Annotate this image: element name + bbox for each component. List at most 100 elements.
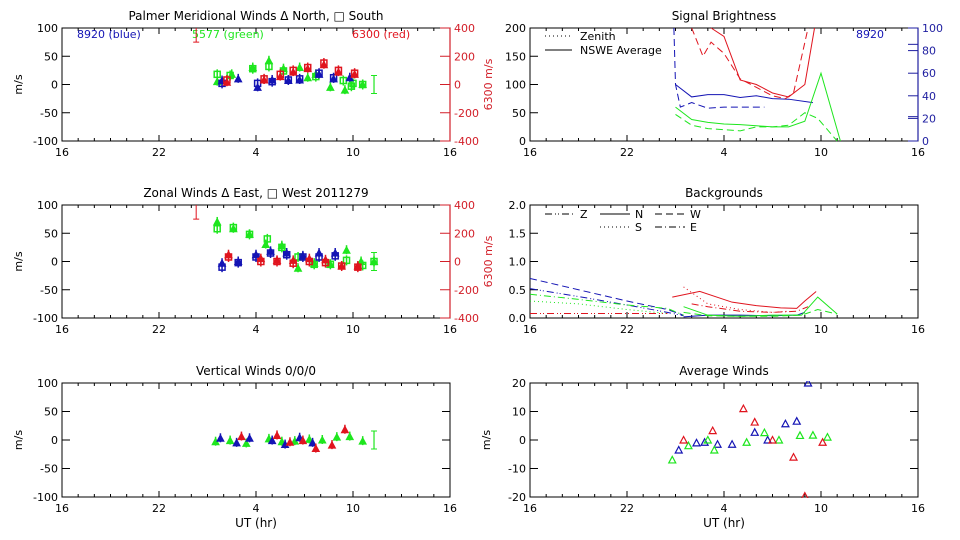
series-line xyxy=(710,27,816,98)
x-tick-label: 10 xyxy=(814,323,828,336)
panel-zonal: Zonal Winds Δ East, □ West 2011279 16 22 4 1… xyxy=(12,186,495,336)
y-tick-label: 200 xyxy=(505,22,526,35)
y-tick-label: 50 xyxy=(44,406,58,419)
x-tick-label: 16 xyxy=(443,323,457,336)
series-line xyxy=(683,309,838,317)
plot-area xyxy=(667,381,832,498)
y2-tick-label: 200 xyxy=(454,50,475,63)
panel-vertical: Vertical Winds 0/0/0 16 22 4 10 16 100 50 0 -50 -1… xyxy=(12,364,457,530)
plot-frame xyxy=(61,27,451,142)
y-tick-label: 100 xyxy=(505,79,526,92)
y-tick-label: -10 xyxy=(508,463,526,476)
y-tick-label: 100 xyxy=(37,377,58,390)
legend-label: Zenith xyxy=(580,30,616,43)
y-tick-label: 0.0 xyxy=(509,312,527,325)
x-tick-label: 10 xyxy=(814,502,828,515)
data-point xyxy=(801,491,809,498)
y-tick-label: 20 xyxy=(512,377,526,390)
data-point xyxy=(679,435,689,444)
plot-frame xyxy=(529,382,919,498)
series-line xyxy=(530,277,684,316)
chart-title: Backgrounds xyxy=(685,186,763,200)
y2-tick-label: 0 xyxy=(922,135,929,148)
plot-frame xyxy=(61,382,451,498)
y2-tick-label: 60 xyxy=(922,67,936,80)
plot-area xyxy=(211,424,378,453)
y-tick-label: 100 xyxy=(37,199,58,212)
plot-area xyxy=(530,277,838,318)
y-tick-label: 10 xyxy=(512,406,526,419)
data-point xyxy=(713,439,723,448)
chart-title: Signal Brightness xyxy=(672,9,777,23)
data-point xyxy=(822,432,832,441)
y2-tick-label: -400 xyxy=(454,312,479,325)
chart-title: Average Winds xyxy=(679,364,769,378)
y2-tick-label: 400 xyxy=(454,22,475,35)
annotation-label: 8920 xyxy=(856,28,884,41)
legend-label: NSWE Average xyxy=(580,44,662,57)
series-line xyxy=(530,300,668,314)
data-point xyxy=(683,440,693,450)
data-point xyxy=(763,435,773,444)
data-point xyxy=(674,445,684,454)
x-tick-label: 16 xyxy=(911,146,925,159)
y2-tick-label: -200 xyxy=(454,107,479,120)
plot-area xyxy=(212,55,378,95)
y-axis-label: m/s xyxy=(12,251,25,271)
data-point xyxy=(692,438,702,447)
series-line xyxy=(672,290,817,309)
x-tick-label: 16 xyxy=(55,146,69,159)
y2-tick-label: 0 xyxy=(454,79,461,92)
series-line xyxy=(691,27,809,100)
data-point xyxy=(792,416,802,425)
x-tick-label: 4 xyxy=(253,146,260,159)
data-point xyxy=(774,435,784,444)
y-axis-label: m/s xyxy=(12,430,25,450)
y2-axis-label: 6300 m/s xyxy=(482,58,495,110)
y-tick-label: 0.5 xyxy=(509,284,527,297)
x-tick-label: 16 xyxy=(523,323,537,336)
x-tick-label: 4 xyxy=(253,502,260,515)
x-tick-label: 22 xyxy=(152,323,166,336)
chart-title: Vertical Winds 0/0/0 xyxy=(196,364,316,378)
annotation-label: 8920 (blue) xyxy=(77,28,141,41)
y-tick-label: 0 xyxy=(519,434,526,447)
plot-area xyxy=(673,27,841,142)
x-tick-label: 16 xyxy=(443,502,457,515)
data-point xyxy=(703,435,713,444)
x-tick-label: 22 xyxy=(620,323,634,336)
x-tick-label: 10 xyxy=(814,146,828,159)
x-tick-label: 4 xyxy=(253,323,260,336)
y-tick-label: -100 xyxy=(33,312,58,325)
y-tick-label: 0 xyxy=(51,256,58,269)
x-tick-label: 4 xyxy=(721,323,728,336)
legend-label: N xyxy=(635,208,643,221)
data-point xyxy=(708,425,718,435)
x-tick-label: 16 xyxy=(55,323,69,336)
x-tick-label: 16 xyxy=(55,502,69,515)
data-point xyxy=(738,403,748,413)
x-tick-label: 4 xyxy=(721,502,728,515)
series-line xyxy=(675,71,841,142)
y2-tick-label: -200 xyxy=(454,284,479,297)
data-point xyxy=(727,439,737,448)
series-line xyxy=(683,286,789,313)
series-line xyxy=(683,296,838,317)
legend-label: W xyxy=(690,208,701,221)
series-line xyxy=(675,112,838,142)
plot-frame xyxy=(529,204,919,319)
data-point xyxy=(759,427,769,437)
y-axis-label: m/s xyxy=(480,430,493,450)
series-line xyxy=(530,293,684,316)
data-point xyxy=(767,435,778,444)
annotation-label: 6300 (red) xyxy=(352,28,410,41)
y-tick-label: 0 xyxy=(51,434,58,447)
data-point xyxy=(808,430,818,439)
data-point xyxy=(750,427,760,436)
y-tick-label: 2.0 xyxy=(509,199,527,212)
x-tick-label: 16 xyxy=(523,502,537,515)
y-tick-label: -100 xyxy=(33,491,58,504)
x-tick-label: 22 xyxy=(620,146,634,159)
x-tick-label: 16 xyxy=(911,323,925,336)
